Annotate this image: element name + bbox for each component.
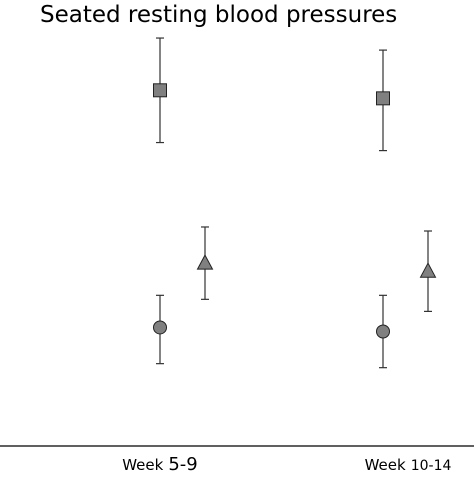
x-tick-label-range: 10-14 bbox=[411, 458, 452, 474]
x-tick-label-range: 5-9 bbox=[168, 454, 197, 474]
x-tick-label-word: Week bbox=[122, 456, 163, 474]
data-point-triangle bbox=[419, 262, 437, 278]
chart-title: Seated resting blood pressures bbox=[40, 2, 398, 28]
x-tick-label-word: Week bbox=[365, 456, 406, 474]
data-point-circle bbox=[153, 320, 167, 335]
data-point-triangle bbox=[196, 254, 214, 270]
x-tick-labels: Week 5-9 Week 10-14 bbox=[122, 454, 452, 475]
data-point-square bbox=[153, 83, 167, 98]
chart-marks bbox=[153, 37, 437, 369]
x-tick-label: Week 5-9 bbox=[122, 454, 198, 474]
x-tick-label: Week 10-14 bbox=[365, 456, 452, 474]
data-point-circle bbox=[376, 324, 390, 339]
data-point-square bbox=[376, 91, 390, 106]
